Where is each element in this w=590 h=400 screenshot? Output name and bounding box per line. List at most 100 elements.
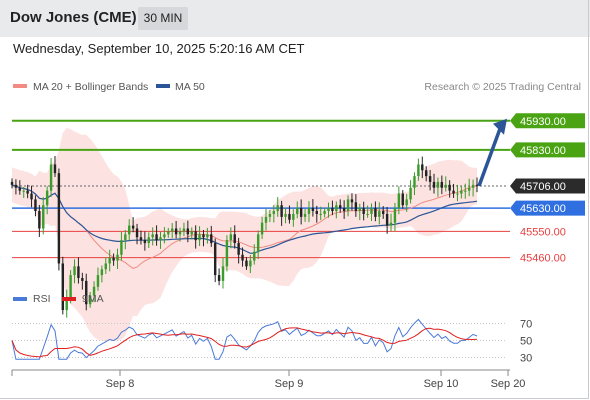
ma9-legend-label: 9MA (82, 293, 104, 305)
moving-averages (11, 184, 478, 269)
candle (350, 193, 354, 211)
candle (421, 156, 424, 179)
candle-body (428, 176, 432, 182)
candle (213, 238, 217, 283)
candle-body (374, 208, 377, 217)
candle (217, 268, 221, 286)
candle (53, 156, 57, 177)
candle-body (81, 278, 84, 281)
candle (143, 231, 147, 251)
candle (233, 225, 236, 249)
candle (245, 257, 248, 270)
datetime-label: Wednesday, September 10, 2025 5:20:16 AM… (13, 41, 305, 56)
candle-body (256, 234, 260, 252)
candle-body (135, 228, 139, 238)
candle-body (213, 243, 217, 276)
candle-body (225, 240, 229, 267)
candle-body (444, 184, 447, 188)
candle-body (475, 184, 479, 186)
candle (323, 207, 326, 218)
candle (436, 177, 440, 197)
candle-body (331, 208, 334, 212)
candle (284, 207, 287, 224)
candle (116, 248, 119, 269)
forecast-arrow-shaft (477, 128, 502, 187)
candle-body (471, 184, 475, 188)
candle-body (276, 205, 279, 212)
candle-body (92, 286, 96, 296)
candle-body (116, 254, 119, 261)
ma50-line (11, 184, 478, 254)
candle-body (186, 228, 190, 235)
candle (104, 257, 107, 274)
candle-body (456, 193, 459, 195)
support-label: 45460.00 (520, 253, 566, 265)
candle (249, 255, 252, 274)
candle (370, 203, 373, 221)
candle-body (198, 234, 201, 241)
candle (307, 201, 311, 223)
candle (288, 205, 291, 224)
candle (292, 209, 295, 227)
candle-body (22, 190, 25, 192)
candle-body (69, 275, 72, 299)
candle (120, 232, 123, 261)
candle-body (245, 260, 248, 267)
candle-body (42, 205, 45, 229)
candle-body (104, 263, 107, 270)
instrument-title: Dow Jones (CME) (10, 9, 137, 26)
candle-body (65, 298, 68, 311)
candle-body (413, 176, 416, 188)
bollinger-bands (12, 127, 477, 341)
candle-body (155, 234, 158, 241)
candle (339, 199, 342, 213)
candle (34, 195, 37, 217)
bollinger-legend-label: MA 20 + Bollinger Bands (33, 81, 148, 93)
candle (73, 259, 76, 284)
candle-body (417, 164, 420, 177)
candle (264, 209, 268, 231)
candle-body (448, 184, 451, 191)
resistance-label: 45830.00 (520, 145, 566, 157)
candle (417, 158, 420, 181)
ma20-line (11, 184, 478, 269)
candle (186, 220, 190, 243)
candle (280, 200, 283, 226)
time-tick-label: Sep 20 (491, 378, 526, 390)
candle-body (342, 208, 346, 212)
candle (389, 213, 393, 232)
support-label: 45550.00 (520, 226, 566, 238)
candle-body (170, 228, 174, 232)
candle (272, 204, 276, 223)
candle (38, 204, 41, 237)
candle-body (159, 237, 162, 241)
candle (331, 200, 334, 216)
candle-body (467, 187, 471, 191)
candle-body (460, 190, 463, 194)
candle (151, 227, 154, 246)
candle-body (401, 193, 404, 206)
timeframe-button[interactable]: 30 MIN (138, 7, 188, 30)
candle (229, 227, 233, 249)
candle (335, 201, 338, 219)
candle-body (253, 251, 256, 261)
candle-body (34, 199, 37, 212)
rsi-tick-label: 30 (520, 353, 532, 365)
candle-body (358, 208, 361, 212)
candle-body (174, 228, 178, 235)
candle-body (124, 234, 127, 241)
candle (221, 257, 225, 289)
candle-body (241, 254, 244, 261)
candle-body (57, 173, 61, 264)
candle (378, 202, 381, 225)
candle (440, 175, 444, 195)
candle-body (385, 213, 389, 226)
candle (397, 186, 401, 215)
candle-body (88, 295, 92, 305)
candle (253, 244, 256, 265)
candle-body (346, 199, 350, 212)
candle-body (233, 234, 236, 244)
candle (112, 253, 115, 266)
candle (139, 230, 143, 245)
candle (366, 205, 369, 218)
